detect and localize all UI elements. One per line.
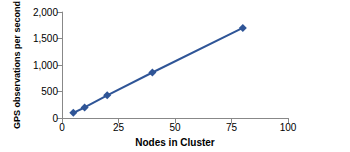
svg-text:1,000: 1,000 — [33, 60, 58, 71]
svg-text:1,500: 1,500 — [33, 33, 58, 44]
svg-text:Nodes in Cluster: Nodes in Cluster — [135, 137, 215, 148]
svg-text:500: 500 — [41, 86, 58, 97]
svg-text:2,000: 2,000 — [33, 7, 58, 18]
svg-text:0: 0 — [59, 122, 65, 133]
svg-text:75: 75 — [226, 122, 238, 133]
svg-text:100: 100 — [280, 122, 297, 133]
svg-text:25: 25 — [113, 122, 125, 133]
svg-text:GPS observations per second: GPS observations per second — [12, 1, 22, 129]
svg-text:0: 0 — [52, 113, 58, 124]
svg-text:50: 50 — [169, 122, 181, 133]
